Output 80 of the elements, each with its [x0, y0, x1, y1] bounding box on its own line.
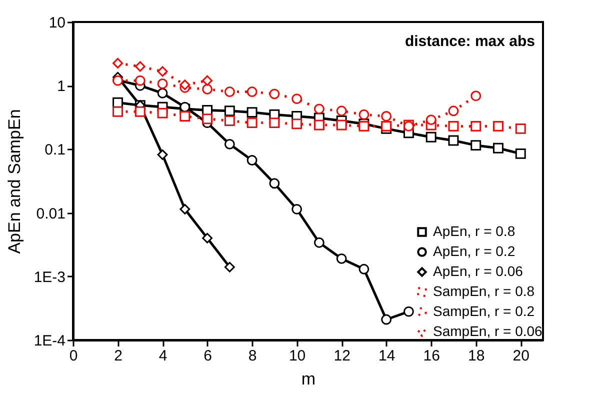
point — [224, 86, 235, 97]
point — [134, 61, 146, 72]
y-tick-label: 1E-3 — [34, 268, 66, 286]
point — [112, 58, 123, 68]
legend-label: SampEn, r = 0.8 — [433, 283, 535, 299]
x-tick-label: 12 — [334, 348, 350, 364]
point — [157, 108, 168, 118]
point — [358, 109, 370, 120]
point — [246, 107, 258, 118]
point — [269, 118, 280, 128]
point — [314, 237, 324, 248]
x-axis-title: m — [301, 370, 316, 388]
point — [246, 86, 258, 97]
point — [314, 120, 324, 130]
annotation: distance: max abs — [404, 33, 535, 50]
point — [157, 78, 168, 89]
legend-label: SampEn, r = 0.06 — [433, 323, 543, 339]
point — [134, 75, 146, 86]
point — [180, 204, 190, 214]
point — [180, 111, 190, 122]
point — [157, 149, 168, 160]
point — [448, 135, 459, 146]
x-tick-label: 4 — [158, 348, 168, 364]
point — [470, 140, 482, 151]
point — [314, 104, 324, 114]
y-tick-label: 0.01 — [36, 205, 66, 222]
point — [224, 106, 235, 116]
x-tick-label: 18 — [468, 348, 485, 364]
point — [292, 118, 302, 130]
point — [336, 253, 347, 264]
point — [403, 306, 414, 317]
point — [381, 314, 392, 325]
point — [157, 88, 168, 98]
x-tick-label: 20 — [512, 348, 530, 364]
point — [292, 94, 302, 104]
y-tick-label: 1 — [57, 78, 66, 96]
point — [224, 116, 235, 126]
point — [515, 148, 526, 159]
point — [448, 120, 459, 132]
point — [134, 106, 146, 117]
y-tick-label: 1E-4 — [34, 332, 66, 350]
y-axis-title: ApEn and SampEn — [4, 109, 24, 254]
point — [246, 118, 258, 128]
point — [269, 88, 280, 100]
x-tick-label: 0 — [69, 348, 78, 364]
x-tick-label: 2 — [114, 348, 122, 364]
point — [493, 120, 504, 132]
point — [336, 120, 347, 130]
x-tick-label: 10 — [288, 348, 306, 364]
point — [202, 114, 213, 124]
point — [515, 123, 526, 134]
point — [426, 114, 436, 126]
legend-label: ApEn, r = 0.2 — [433, 243, 516, 259]
x-tick-label: 16 — [423, 348, 440, 364]
point — [470, 90, 482, 102]
point — [246, 155, 258, 166]
legend-label: ApEn, r = 0.8 — [433, 223, 516, 239]
point — [112, 106, 123, 117]
y-tick-label: 0.1 — [44, 142, 66, 159]
point — [202, 232, 213, 244]
legend-label: SampEn, r = 0.2 — [433, 303, 535, 319]
point — [202, 84, 213, 94]
point — [381, 111, 392, 122]
point — [426, 132, 436, 142]
legend-label: ApEn, r = 0.06 — [433, 263, 524, 279]
point — [381, 120, 392, 132]
point — [224, 138, 235, 150]
point — [292, 204, 302, 214]
point — [493, 142, 504, 154]
y-tick-label: 10 — [48, 14, 66, 32]
point — [470, 120, 482, 132]
x-tick-label: 8 — [248, 348, 257, 364]
point — [336, 106, 347, 116]
x-tick-label: 6 — [204, 348, 212, 364]
point — [448, 106, 459, 116]
point — [358, 264, 370, 274]
point — [224, 262, 235, 272]
point — [269, 178, 280, 189]
point — [180, 80, 190, 90]
x-tick-label: 14 — [378, 348, 396, 364]
